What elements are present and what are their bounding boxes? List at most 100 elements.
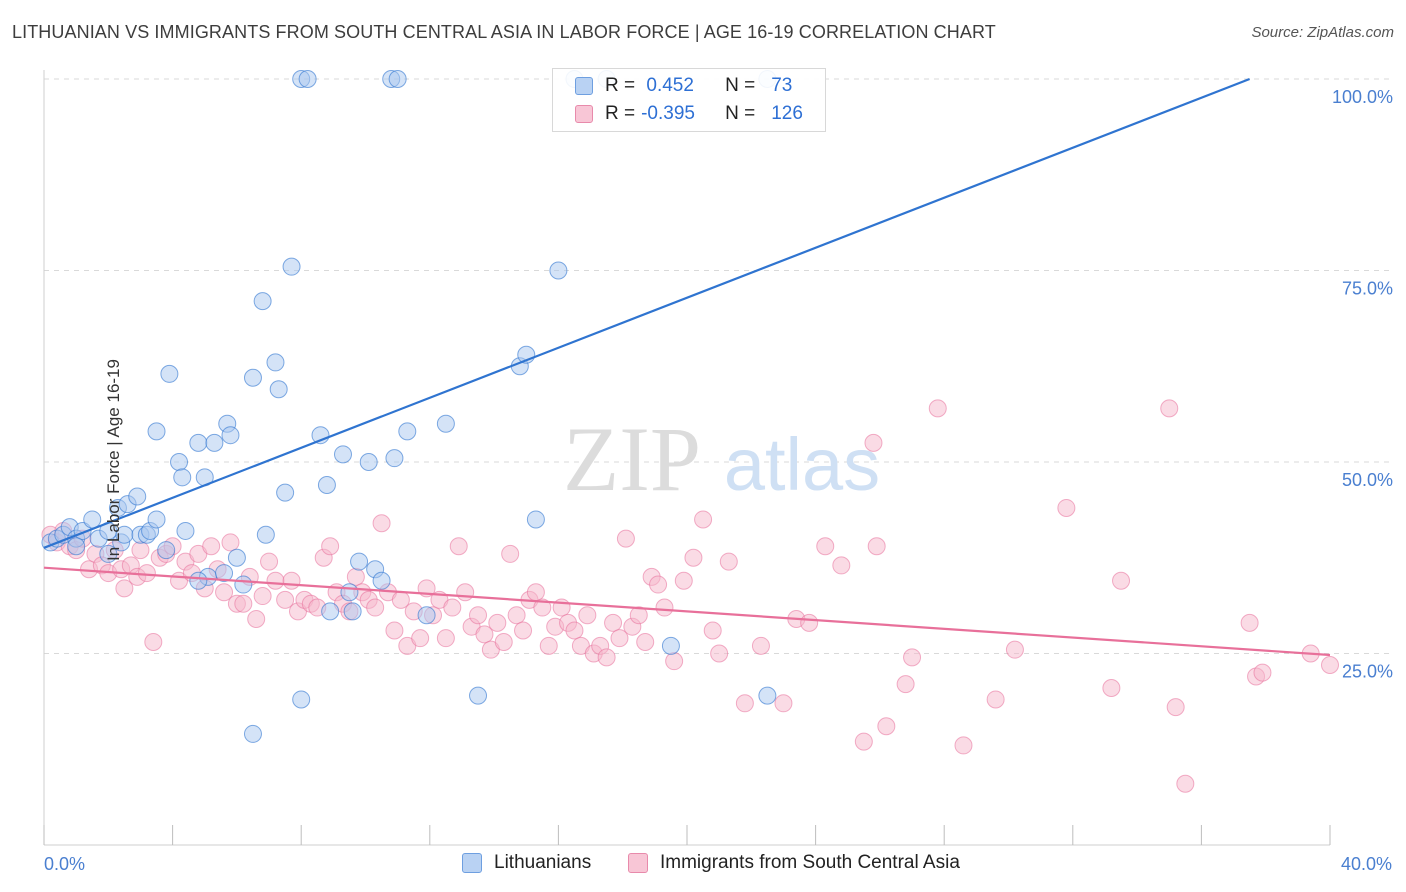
legend-label-lithuanians: Lithuanians xyxy=(494,852,592,873)
data-point-immigrants xyxy=(1166,698,1185,717)
data-point-immigrants xyxy=(928,399,947,418)
data-point-lithuanians xyxy=(176,521,195,540)
data-point-immigrants xyxy=(247,610,266,629)
data-point-immigrants xyxy=(867,537,886,556)
data-point-immigrants xyxy=(488,613,507,632)
data-point-immigrants xyxy=(954,736,973,755)
watermark: ZIP atlas xyxy=(563,408,880,510)
series-immigrants-points xyxy=(41,399,1339,793)
data-point-immigrants xyxy=(533,598,552,617)
data-point-lithuanians xyxy=(243,724,262,743)
data-point-immigrants xyxy=(539,636,558,655)
y-tick-label: 25.0% xyxy=(1342,662,1393,682)
data-point-lithuanians xyxy=(372,571,391,590)
data-point-immigrants xyxy=(276,590,295,609)
data-point-lithuanians xyxy=(147,510,166,529)
data-point-lithuanians xyxy=(340,583,359,602)
data-point-immigrants xyxy=(896,675,915,694)
data-point-lithuanians xyxy=(221,426,240,445)
watermark-zip: ZIP xyxy=(563,408,701,510)
data-point-immigrants xyxy=(234,594,253,613)
data-point-lithuanians xyxy=(526,510,545,529)
data-point-lithuanians xyxy=(189,571,208,590)
data-point-immigrants xyxy=(684,548,703,567)
data-point-immigrants xyxy=(253,587,272,606)
data-point-lithuanians xyxy=(321,602,340,621)
data-point-lithuanians xyxy=(83,510,102,529)
y-tick-label: 100.0% xyxy=(1332,87,1393,107)
data-point-lithuanians xyxy=(292,690,311,709)
data-point-immigrants xyxy=(494,633,513,652)
data-point-immigrants xyxy=(221,533,240,552)
data-point-lithuanians xyxy=(398,422,417,441)
data-point-lithuanians xyxy=(160,364,179,383)
data-point-immigrants xyxy=(1005,640,1024,659)
data-point-lithuanians xyxy=(549,261,568,280)
data-point-lithuanians xyxy=(170,453,189,471)
data-point-lithuanians xyxy=(266,353,285,372)
data-point-lithuanians xyxy=(436,414,455,433)
data-point-lithuanians xyxy=(388,70,407,88)
data-point-immigrants xyxy=(1253,663,1272,682)
data-point-immigrants xyxy=(565,621,584,640)
data-point-immigrants xyxy=(710,644,729,663)
tick-labels: 25.0% 50.0% 75.0% 100.0% 0.0% 40.0% xyxy=(44,87,1393,874)
data-point-lithuanians xyxy=(256,525,275,544)
data-point-immigrants xyxy=(215,583,234,602)
data-point-immigrants xyxy=(1057,498,1076,517)
legend-swatch-pink xyxy=(628,853,648,873)
data-point-immigrants xyxy=(321,537,340,556)
legend-swatch-blue xyxy=(462,853,482,873)
data-point-immigrants xyxy=(816,537,835,556)
data-point-immigrants xyxy=(719,552,738,571)
y-axis-label: In Labor Force | Age 16-19 xyxy=(103,359,123,561)
legend-swatch-pink xyxy=(575,105,593,123)
data-point-lithuanians xyxy=(269,380,288,399)
legend-r-label: R = xyxy=(605,75,636,96)
series-legend: Lithuanians Immigrants from South Centra… xyxy=(0,852,1406,878)
stats-legend: R = 0.452 N = 73 R = -0.395 N = 126 xyxy=(552,68,826,132)
data-point-immigrants xyxy=(610,629,629,648)
data-point-immigrants xyxy=(469,606,488,625)
legend-swatch-blue xyxy=(575,77,593,95)
data-point-immigrants xyxy=(443,598,462,617)
data-point-immigrants xyxy=(1176,774,1195,793)
data-point-immigrants xyxy=(514,621,533,640)
data-point-lithuanians xyxy=(343,602,362,621)
legend-r-label: R = xyxy=(605,103,636,124)
legend-n-label: N = xyxy=(725,75,756,96)
data-point-immigrants xyxy=(674,571,693,590)
data-point-immigrants xyxy=(137,564,156,583)
data-point-immigrants xyxy=(665,652,684,671)
data-point-lithuanians xyxy=(417,606,436,625)
legend-n-label: N = xyxy=(725,103,756,124)
data-point-immigrants xyxy=(986,690,1005,709)
data-point-lithuanians xyxy=(469,686,488,705)
data-point-immigrants xyxy=(372,514,391,533)
y-tick-label: 75.0% xyxy=(1342,279,1393,299)
data-point-immigrants xyxy=(800,613,819,632)
data-point-immigrants xyxy=(366,598,385,617)
data-point-lithuanians xyxy=(253,292,272,311)
data-point-immigrants xyxy=(655,598,674,617)
legend-r-value: 0.452 xyxy=(641,75,694,96)
data-point-immigrants xyxy=(1160,399,1179,418)
data-point-immigrants xyxy=(832,556,851,575)
data-point-lithuanians xyxy=(173,468,192,487)
legend-n-value: 73 xyxy=(771,75,793,96)
data-point-immigrants xyxy=(854,732,873,751)
data-point-lithuanians xyxy=(317,475,336,494)
data-point-lithuanians xyxy=(359,453,378,471)
data-point-immigrants xyxy=(282,571,301,590)
data-point-lithuanians xyxy=(276,483,295,502)
data-point-immigrants xyxy=(202,537,221,556)
data-point-immigrants xyxy=(597,648,616,667)
data-point-immigrants xyxy=(604,613,623,632)
data-point-immigrants xyxy=(346,567,365,586)
data-point-immigrants xyxy=(735,694,754,713)
data-point-immigrants xyxy=(1240,613,1259,632)
data-point-lithuanians xyxy=(298,70,317,88)
data-point-lithuanians xyxy=(67,537,86,556)
data-point-immigrants xyxy=(903,648,922,667)
